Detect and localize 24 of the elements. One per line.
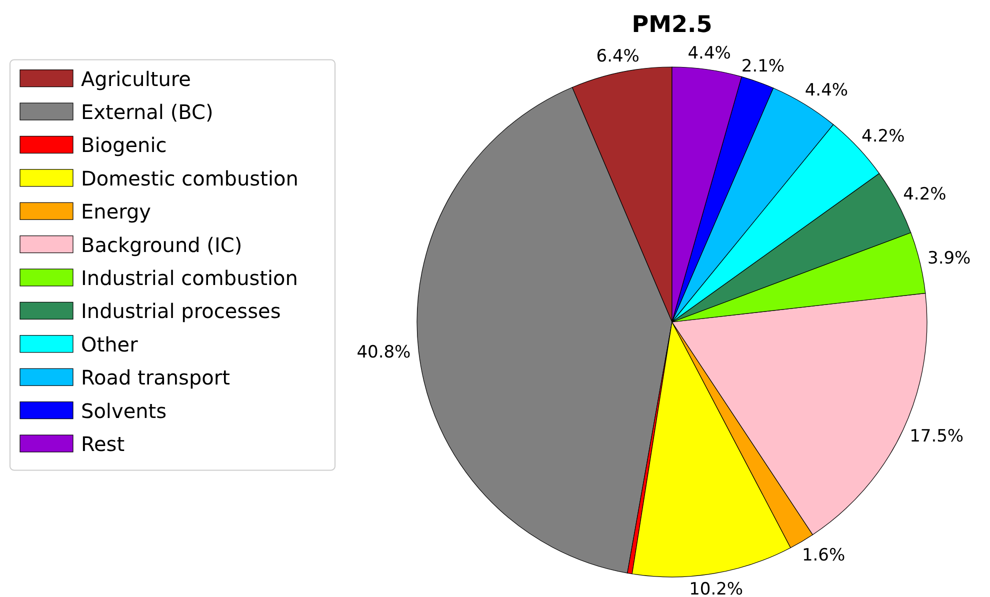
data-label: 4.2% bbox=[862, 126, 905, 146]
legend-label: Industrial processes bbox=[81, 299, 281, 324]
data-label: 40.8% bbox=[356, 342, 411, 363]
chart-title: PM2.5 bbox=[632, 12, 712, 38]
legend-label: Domestic combustion bbox=[81, 166, 298, 190]
legend-label: Other bbox=[81, 332, 139, 356]
data-label: 10.2% bbox=[689, 579, 744, 597]
data-label: 6.4% bbox=[596, 46, 640, 66]
data-label: 4.4% bbox=[688, 44, 731, 64]
data-label: 17.5% bbox=[910, 426, 964, 447]
legend-label: Background (IC) bbox=[81, 232, 242, 257]
legend-label: Agriculture bbox=[81, 66, 191, 91]
legend-label: Biogenic bbox=[81, 133, 167, 158]
data-label: 4.4% bbox=[804, 80, 848, 100]
legend-label: External (BC) bbox=[81, 100, 214, 124]
data-label: 4.2% bbox=[903, 184, 946, 204]
legend-label: Rest bbox=[81, 432, 125, 456]
legend-label: Industrial combustion bbox=[81, 266, 298, 290]
legend-label: Road transport bbox=[81, 366, 230, 390]
legend-label: Solvents bbox=[81, 398, 167, 423]
legend-label: Energy bbox=[81, 200, 152, 224]
data-label: 1.6% bbox=[802, 545, 846, 566]
data-label: 2.1% bbox=[741, 56, 785, 77]
data-label: 3.9% bbox=[928, 248, 971, 269]
